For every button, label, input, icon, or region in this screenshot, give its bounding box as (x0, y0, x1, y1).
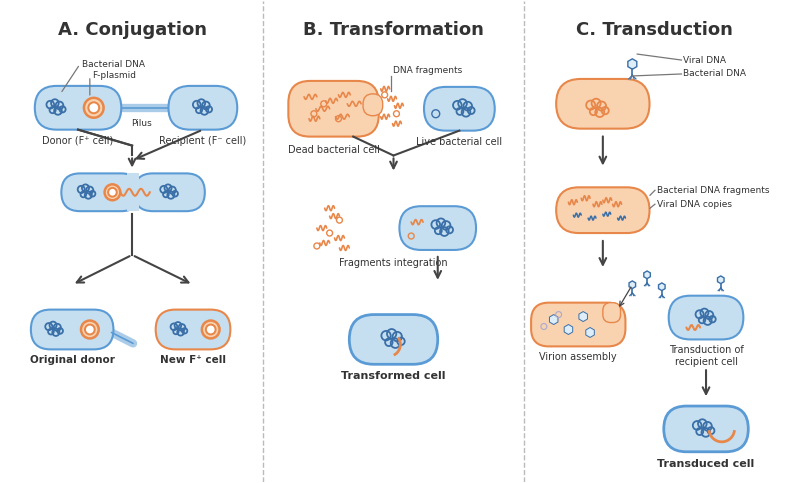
Circle shape (84, 98, 104, 118)
Polygon shape (644, 271, 650, 279)
FancyBboxPatch shape (669, 296, 744, 340)
Text: Viral DNA copies: Viral DNA copies (657, 199, 732, 209)
Circle shape (85, 325, 95, 334)
Text: DNA fragments: DNA fragments (393, 67, 462, 75)
Polygon shape (628, 59, 637, 69)
Circle shape (202, 321, 219, 339)
Text: New F⁺ cell: New F⁺ cell (160, 355, 226, 365)
FancyBboxPatch shape (288, 81, 379, 137)
Text: Virion assembly: Virion assembly (539, 353, 617, 362)
Polygon shape (579, 312, 587, 322)
Text: Viral DNA: Viral DNA (683, 56, 726, 65)
Circle shape (206, 325, 215, 334)
Text: Original donor: Original donor (30, 355, 115, 365)
Polygon shape (717, 276, 724, 284)
FancyBboxPatch shape (134, 173, 205, 211)
Text: A. Conjugation: A. Conjugation (57, 21, 207, 39)
FancyBboxPatch shape (168, 86, 237, 129)
Text: Recipient (F⁻ cell): Recipient (F⁻ cell) (160, 136, 247, 145)
FancyBboxPatch shape (156, 310, 231, 349)
FancyBboxPatch shape (400, 206, 476, 250)
Text: Fragments integration: Fragments integration (339, 258, 448, 268)
FancyBboxPatch shape (664, 406, 749, 452)
Text: C. Transduction: C. Transduction (576, 21, 733, 39)
FancyBboxPatch shape (602, 303, 621, 323)
FancyBboxPatch shape (424, 87, 495, 130)
FancyBboxPatch shape (350, 314, 438, 364)
Text: B. Transformation: B. Transformation (303, 21, 484, 39)
Text: Bacterial DNA fragments: Bacterial DNA fragments (657, 186, 769, 195)
Text: F-plasmid: F-plasmid (92, 71, 136, 81)
Polygon shape (550, 314, 558, 325)
Text: Bacterial DNA: Bacterial DNA (82, 59, 145, 69)
Polygon shape (658, 283, 665, 291)
Text: Transduced cell: Transduced cell (658, 459, 755, 469)
Text: Bacterial DNA: Bacterial DNA (683, 70, 746, 78)
Polygon shape (586, 327, 595, 338)
Text: Transformed cell: Transformed cell (342, 371, 446, 381)
FancyBboxPatch shape (556, 79, 650, 128)
Text: Live bacterial cell: Live bacterial cell (417, 137, 503, 147)
FancyBboxPatch shape (61, 173, 140, 211)
Text: Dead bacterial cell: Dead bacterial cell (287, 144, 380, 155)
FancyBboxPatch shape (31, 310, 113, 349)
Bar (127, 173, 139, 211)
FancyBboxPatch shape (35, 86, 121, 129)
Polygon shape (564, 325, 573, 334)
Circle shape (89, 102, 99, 113)
Text: Donor (F⁺ cell): Donor (F⁺ cell) (42, 136, 113, 145)
Text: Pilus: Pilus (131, 119, 152, 128)
Polygon shape (629, 281, 635, 288)
FancyBboxPatch shape (531, 303, 626, 346)
Text: Transduction of
recipient cell: Transduction of recipient cell (669, 345, 744, 367)
Circle shape (81, 321, 99, 339)
Circle shape (105, 185, 120, 200)
FancyBboxPatch shape (556, 187, 650, 233)
FancyBboxPatch shape (363, 94, 383, 116)
Circle shape (108, 188, 117, 197)
